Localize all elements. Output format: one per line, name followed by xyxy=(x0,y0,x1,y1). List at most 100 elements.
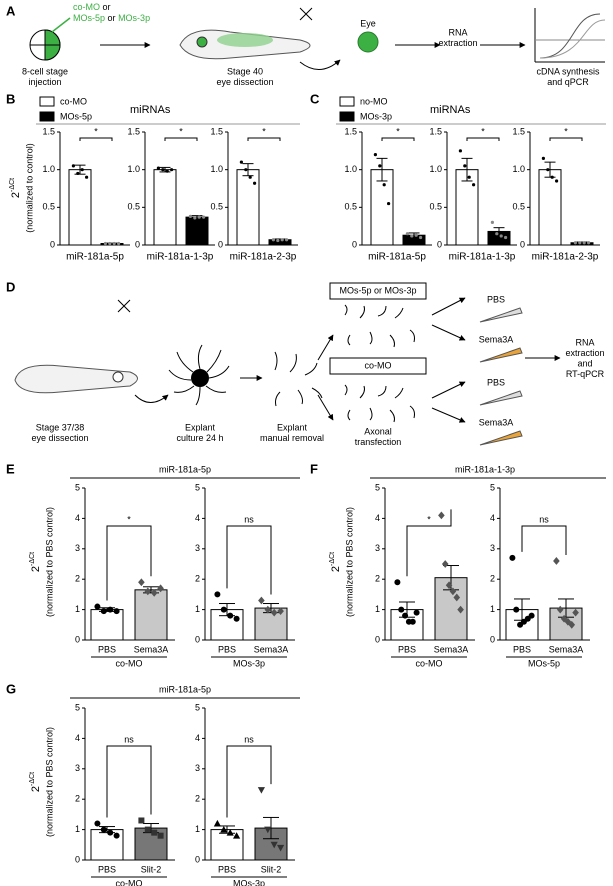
step-label: transfection xyxy=(355,437,402,447)
y-tick-label: 0 xyxy=(520,239,525,249)
legend-label: no-MO xyxy=(360,96,388,106)
data-point xyxy=(170,168,174,172)
significance-bracket xyxy=(381,137,415,141)
y-tick-label: 1.0 xyxy=(42,164,55,174)
data-point xyxy=(550,175,554,179)
data-point xyxy=(582,241,586,245)
y-tick-label: 0.5 xyxy=(42,202,55,212)
data-point xyxy=(85,175,89,179)
significance-bracket xyxy=(106,525,152,601)
panel-label: F xyxy=(310,461,318,476)
heading: miRNAs xyxy=(430,104,471,116)
step-label: RNA xyxy=(575,337,594,347)
y-axis-exp: -ΔCt xyxy=(29,552,36,566)
y-tick-label: 0 xyxy=(135,239,140,249)
data-point xyxy=(495,232,499,236)
tadpole-eye xyxy=(112,371,124,383)
significance: * xyxy=(396,126,400,136)
data-point xyxy=(94,603,101,610)
significance: ns xyxy=(124,734,134,744)
data-point xyxy=(94,820,101,827)
data-point xyxy=(108,241,112,246)
y-tick-label: 0 xyxy=(50,239,55,249)
y-tick-label: 1.5 xyxy=(127,126,140,136)
connector: or xyxy=(103,2,111,12)
data-point xyxy=(458,149,462,153)
data-point xyxy=(472,183,476,187)
data-point xyxy=(258,596,265,605)
data-point xyxy=(553,557,560,565)
chart-title: miR-181a-1-3p xyxy=(147,252,214,263)
legend-swatch xyxy=(39,96,55,107)
legend-label: MOs-3p xyxy=(360,111,392,121)
significance: * xyxy=(564,126,568,136)
data-point xyxy=(113,608,120,615)
significance-bracket xyxy=(226,525,272,595)
injection-label: co-MO or xyxy=(73,2,111,12)
data-point xyxy=(156,166,160,170)
y-tick-label: 4 xyxy=(490,513,495,523)
legend-swatch xyxy=(39,111,55,122)
axons xyxy=(168,344,230,406)
chart-title: miR-181a-2-3p xyxy=(230,252,297,263)
y-tick-label: 4 xyxy=(195,513,200,523)
y-axis-label: 2-ΔCt xyxy=(29,772,42,792)
diagram-d xyxy=(14,282,561,446)
scissors xyxy=(117,299,131,313)
data-point xyxy=(513,606,520,613)
data-point xyxy=(226,829,234,836)
data-point xyxy=(457,605,464,614)
significance: ns xyxy=(244,734,254,744)
significance-bracket xyxy=(106,745,152,818)
data-point xyxy=(467,175,471,179)
data-point xyxy=(276,238,280,243)
data-point xyxy=(410,234,414,238)
significance: * xyxy=(262,126,266,136)
data-point xyxy=(413,609,420,616)
pointer xyxy=(51,17,71,33)
y-tick-label: 5 xyxy=(490,482,495,492)
y-tick-label: 1.0 xyxy=(210,164,223,174)
y-tick-label: 2 xyxy=(75,794,80,804)
treatment: PBS xyxy=(487,377,505,387)
chart-title: miR-181a-5p xyxy=(66,252,124,263)
x-axis-label: MOs-5p xyxy=(528,658,560,668)
step-label: eye dissection xyxy=(31,433,88,443)
y-axis-label: (normalized to control) xyxy=(24,143,34,233)
y-axis-base: 2 xyxy=(30,786,42,792)
data-point xyxy=(264,605,272,614)
heading: miRNAs xyxy=(130,104,171,116)
data-point xyxy=(107,606,114,613)
data-point xyxy=(568,620,576,629)
y-tick-label: 0 xyxy=(375,634,380,644)
tadpole-signal xyxy=(217,33,273,47)
step-label: extraction xyxy=(565,348,604,358)
step-label: injection xyxy=(28,77,61,87)
y-tick-label: 5 xyxy=(195,482,200,492)
data-point xyxy=(257,787,265,794)
data-point xyxy=(499,234,503,238)
significance-bracket xyxy=(226,745,272,818)
y-tick-label: 3 xyxy=(375,543,380,553)
step-label: Stage 40 xyxy=(227,66,263,76)
y-tick-label: 4 xyxy=(75,733,80,743)
y-axis-base: 2 xyxy=(330,566,342,572)
group-box xyxy=(329,357,427,375)
y-axis-label: (normalized to PBS control) xyxy=(344,507,354,617)
significance: ns xyxy=(539,514,549,524)
y-tick-label: 0 xyxy=(437,239,442,249)
data-point xyxy=(587,241,591,245)
data-point xyxy=(382,183,386,187)
data-point xyxy=(441,560,449,568)
y-tick-label: 2 xyxy=(490,574,495,584)
mo-name: MOs-3p xyxy=(118,13,150,23)
step-label: extraction xyxy=(438,38,477,48)
significance: ns xyxy=(244,514,254,524)
data-point xyxy=(373,153,377,157)
data-point xyxy=(112,241,116,246)
data-point xyxy=(556,605,564,614)
data-point xyxy=(220,826,228,833)
x-tick-label: PBS xyxy=(98,864,116,874)
data-point xyxy=(405,232,409,236)
data-point xyxy=(438,511,445,520)
